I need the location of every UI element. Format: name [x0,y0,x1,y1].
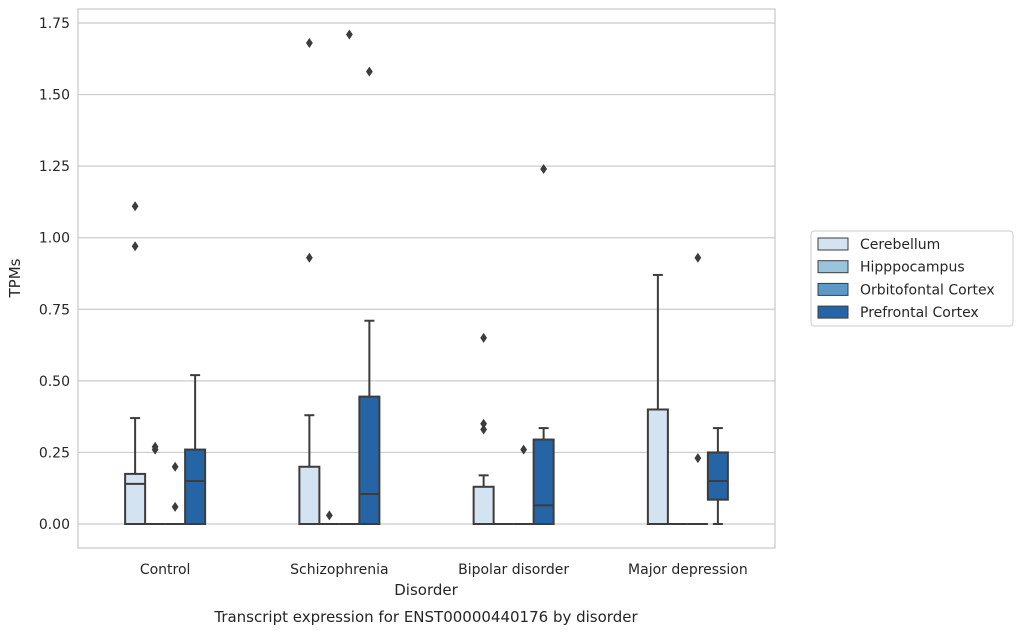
x-tick-label: Schizophrenia [290,562,388,578]
box-2-2 [513,444,534,525]
box-3-1 [358,66,381,525]
x-axis-title: Disorder [394,581,458,599]
outlier-point [480,332,488,343]
legend-label: Prefrontal Cortex [860,305,979,321]
y-tick-label: 1.50 [39,88,70,104]
x-tick-label: Bipolar disorder [458,562,569,578]
box [532,438,555,525]
y-axis-title: TPMs [6,258,24,298]
box [706,451,729,501]
plot-frame [77,8,776,549]
outlier-point [305,252,313,263]
outlier-point [325,510,333,521]
plot-area [124,29,729,526]
outlier-point [171,461,179,472]
outlier-point [131,241,139,252]
legend: Cerebellum Hipppocampus Orbitofontal Corte… [810,230,1014,327]
legend-frame [810,230,1014,327]
y-tick-label: 0.50 [39,374,70,390]
legend-swatch [817,282,849,296]
chart-title: Transcript expression for ENST0000044017… [213,608,638,626]
outlier-point [480,418,488,429]
box [646,408,669,525]
box-0-2 [472,332,495,526]
outlier-point [305,38,313,49]
box-3-2 [532,164,555,525]
grid-lines [78,22,775,525]
box [124,472,147,525]
box-3-3 [706,427,729,525]
legend-label: Hipppocampus [860,260,965,276]
outlier-point [694,453,702,464]
outlier-point [151,441,159,452]
x-axis-ticks: Control Schizophrenia Bipolar disorder Majo… [140,562,748,578]
outlier-point [365,66,373,77]
box-2-1 [339,29,360,525]
box-2-3 [687,252,708,525]
outlier-point [171,501,179,512]
y-axis-ticks: 0.00 0.25 0.50 0.75 1.00 1.25 1.50 1.75 [39,16,70,533]
y-tick-label: 1.25 [39,159,70,175]
box-0-0 [124,201,147,525]
legend-swatch [817,260,849,274]
legend-label: Cerebellum [860,237,940,253]
box-0-3 [646,273,669,525]
outlier-point [520,444,528,455]
box [472,485,495,526]
y-tick-label: 1.75 [39,16,70,32]
box [298,465,321,525]
outlier-point [345,29,353,40]
y-tick-label: 0.25 [39,445,70,461]
box-0-1 [298,38,321,525]
box-3-0 [184,374,207,525]
legend-label: Orbitofontal Cortex [860,282,995,298]
box-1-0 [145,441,166,525]
legend-swatch [817,305,849,319]
y-tick-label: 0.00 [39,517,70,533]
box-2-0 [165,461,186,525]
x-tick-label: Major depression [628,562,748,578]
outlier-point [131,201,139,212]
x-tick-label: Control [140,562,191,578]
y-tick-label: 1.00 [39,231,70,247]
box [358,395,381,525]
legend-swatch [817,237,849,251]
box-1-1 [319,510,340,525]
outlier-point [694,252,702,263]
box [184,448,207,525]
y-tick-label: 0.75 [39,302,70,318]
outlier-point [480,424,488,435]
outlier-point [540,164,548,175]
